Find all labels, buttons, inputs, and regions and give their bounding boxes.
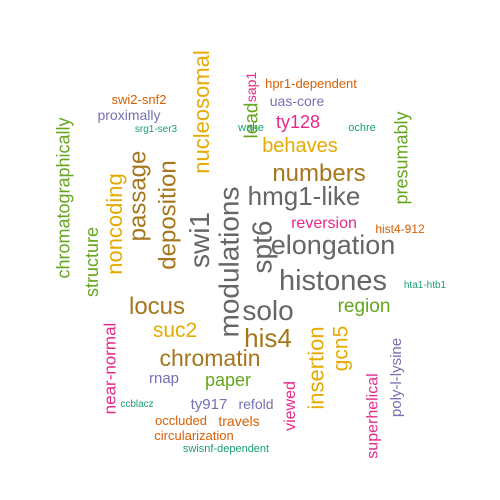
word-presumably: presumably	[391, 111, 412, 205]
word-occluded: occluded	[154, 412, 208, 428]
word-histones: histones	[278, 264, 387, 297]
word-proximally: proximally	[97, 107, 161, 123]
word-his4: his4	[244, 323, 292, 353]
word-locus: locus	[128, 293, 186, 320]
word-gcn5: gcn5	[329, 325, 353, 371]
word-chromatographically: chromatographically	[54, 117, 75, 279]
word-paper: paper	[204, 370, 252, 390]
word-sap1: sap1	[242, 71, 259, 103]
word-ty917: ty917	[190, 395, 228, 413]
word-hist4-912: hist4-912	[375, 222, 425, 236]
word-behaves: behaves	[262, 135, 338, 157]
word-structure: structure	[82, 226, 102, 298]
word-nucleosomal: nucleosomal	[188, 50, 214, 174]
word-solo: solo	[242, 295, 294, 326]
word-viewed: viewed	[282, 381, 299, 431]
word-swisnf-dependent: swisnf-dependent	[182, 442, 270, 455]
word-swi1: swi1	[183, 211, 215, 269]
word-region: region	[337, 295, 391, 317]
word-swi2-snf2: swi2-snf2	[111, 91, 167, 107]
word-chromatin: chromatin	[159, 344, 261, 371]
word-srg1-ser3: srg1-ser3	[134, 124, 178, 135]
word-ty128: ty128	[275, 112, 321, 132]
word-reversion: reversion	[291, 215, 357, 232]
word-ochre: ochre	[348, 121, 376, 134]
word-passage: passage	[124, 150, 151, 242]
word-hta1-htb1: hta1-htb1	[403, 280, 447, 291]
word-uas-core: uas-core	[269, 93, 325, 109]
word-ccblacz: ccblacz	[120, 399, 154, 410]
word-refold: refold	[238, 396, 274, 412]
word-near-normal: near-normal	[100, 322, 120, 414]
word-superhelical: superhelical	[364, 373, 382, 459]
word-insertion: insertion	[304, 326, 329, 410]
word-deposition: deposition	[154, 160, 182, 270]
word-travels: travels	[218, 413, 260, 429]
word-elongation: elongation	[270, 229, 396, 260]
word-spt6: spt6	[246, 220, 277, 274]
word-modulations: modulations	[212, 186, 244, 338]
word-numbers: numbers	[272, 160, 366, 187]
word-suc2: suc2	[152, 318, 198, 342]
word-circularization: circularization	[154, 427, 234, 443]
word-noncoding: noncoding	[101, 173, 127, 275]
word-hmg1-like: hmg1-like	[247, 181, 361, 211]
word-poly-l-lysine: poly-l-lysine	[388, 337, 406, 417]
word-hpr1-dependent: hpr1-dependent	[265, 75, 357, 91]
word-wake: wake	[238, 121, 264, 134]
word-rnap: rnap	[148, 369, 180, 387]
